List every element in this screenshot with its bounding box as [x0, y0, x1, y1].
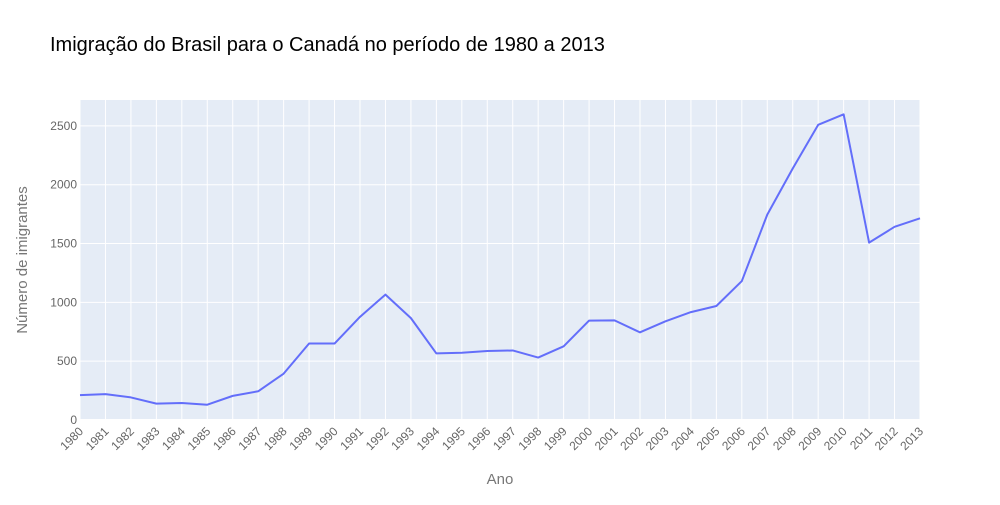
x-tick-label: 1997	[490, 424, 519, 453]
x-tick-label: 1981	[83, 424, 112, 453]
y-tick-label: 1500	[50, 237, 77, 251]
y-axis-ticks: 0 500 1000 1500 2000 2500	[50, 119, 77, 427]
y-tick-label: 2500	[50, 119, 77, 133]
y-tick-label: 0	[70, 413, 77, 427]
y-tick-label: 2000	[50, 178, 77, 192]
x-tick-label: 2007	[745, 424, 774, 453]
x-tick-label: 2012	[872, 424, 901, 453]
y-tick-label: 500	[57, 354, 77, 368]
x-tick-label: 1998	[516, 424, 545, 453]
x-tick-label: 1996	[465, 424, 494, 453]
x-tick-label: 2004	[668, 424, 697, 453]
x-tick-label: 1999	[541, 424, 570, 453]
x-tick-label: 1993	[388, 424, 417, 453]
x-tick-label: 1985	[185, 424, 214, 453]
x-tick-label: 2002	[617, 424, 646, 453]
x-tick-label: 1986	[210, 424, 239, 453]
x-tick-label: 2003	[643, 424, 672, 453]
x-tick-label: 2013	[897, 424, 926, 453]
x-tick-label: 1980	[57, 424, 86, 453]
x-tick-label: 2006	[719, 424, 748, 453]
x-tick-label: 1984	[159, 424, 188, 453]
x-tick-label: 2009	[796, 424, 825, 453]
x-tick-label: 1988	[261, 424, 290, 453]
x-tick-label: 1990	[312, 424, 341, 453]
x-tick-label: 1992	[363, 424, 392, 453]
x-tick-label: 2001	[592, 424, 621, 453]
x-tick-label: 1982	[108, 424, 137, 453]
x-tick-label: 2008	[770, 424, 799, 453]
x-tick-label: 1991	[337, 424, 366, 453]
x-tick-label: 1994	[414, 424, 443, 453]
y-tick-label: 1000	[50, 295, 77, 309]
x-tick-label: 2000	[566, 424, 595, 453]
x-tick-label: 2011	[847, 424, 875, 452]
y-axis-label: Número de imigrantes	[14, 186, 31, 334]
grid-lines	[79, 100, 921, 421]
x-axis-label: Ano	[487, 471, 514, 488]
x-tick-label: 2010	[821, 424, 850, 453]
x-tick-label: 1995	[439, 424, 468, 453]
x-tick-label: 2005	[694, 424, 723, 453]
series-layer	[79, 113, 921, 406]
x-tick-label: 1983	[134, 424, 163, 453]
x-tick-label: 1987	[236, 424, 265, 453]
chart-title: Imigração do Brasil para o Canadá no per…	[50, 34, 605, 56]
plot-area	[80, 100, 920, 420]
x-tick-label: 1989	[286, 424, 315, 453]
x-axis-ticks: 1980198119821983198419851986198719881989…	[57, 424, 926, 453]
series-line	[79, 113, 921, 406]
